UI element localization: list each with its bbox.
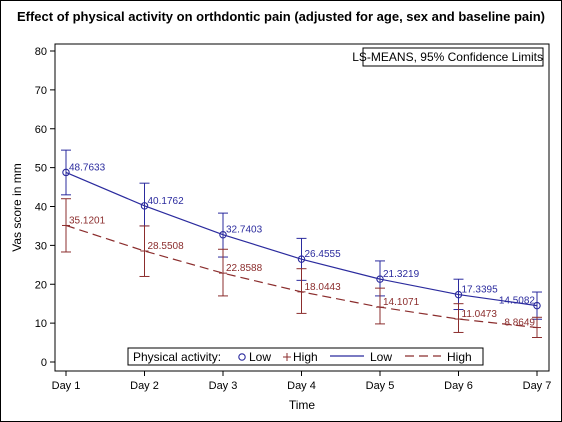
data-label: 8.8649 xyxy=(504,318,535,329)
y-axis-label: Vas score in mm xyxy=(10,163,24,251)
y-tick-label: 30 xyxy=(35,240,47,252)
series-high: 35.1201 28.5508 22.8588 18.0443 14.1071 11.04… xyxy=(61,198,542,339)
data-label: 14.1071 xyxy=(383,297,420,308)
data-label: 22.8588 xyxy=(226,263,263,274)
x-tick-label: Day 4 xyxy=(287,380,316,392)
annotation-text: LS-MEANS, 95% Confidence Limits xyxy=(352,50,543,64)
data-label: 40.1762 xyxy=(148,196,185,207)
x-tick-label: Day 7 xyxy=(523,380,552,392)
legend-label-high-marker: High xyxy=(293,350,318,364)
data-label: 32.7403 xyxy=(226,225,263,236)
y-tick-label: 60 xyxy=(35,124,47,136)
y-tick-label: 0 xyxy=(41,357,47,369)
y-tick-label: 10 xyxy=(35,318,47,330)
y-tick-label: 80 xyxy=(35,46,47,58)
y-tick-label: 40 xyxy=(35,202,47,214)
annotation-border xyxy=(362,47,544,67)
legend-title: Physical activity: xyxy=(133,350,221,364)
data-label: 21.3219 xyxy=(383,269,420,280)
legend-label-low-line: Low xyxy=(370,350,392,364)
legend: Physical activity: Low High Low High xyxy=(127,347,484,366)
data-label: 35.1201 xyxy=(69,215,106,226)
data-point xyxy=(297,255,306,263)
x-tick-label: Day 3 xyxy=(209,380,238,392)
y-tick-label: 20 xyxy=(35,279,47,291)
x-tick-label: Day 1 xyxy=(52,380,81,392)
legend-label-low-marker: Low xyxy=(249,350,271,364)
x-tick-label: Day 6 xyxy=(444,380,473,392)
y-tick-label: 70 xyxy=(35,85,47,97)
data-label: 48.7633 xyxy=(69,162,106,173)
data-label: 11.0473 xyxy=(462,309,498,320)
data-label: 17.3395 xyxy=(462,285,499,296)
data-point xyxy=(219,230,227,239)
data-label: 14.5082 xyxy=(499,296,536,307)
data-label: 28.5508 xyxy=(148,241,185,252)
x-axis-label: Time xyxy=(289,398,316,412)
data-point xyxy=(376,275,384,283)
data-point xyxy=(62,168,70,177)
chart-title: Effect of physical activity on orthdonti… xyxy=(16,9,546,24)
annotation-box: LS-MEANS, 95% Confidence Limits xyxy=(352,47,544,67)
series-layer: 48.7633 40.1762 32.7403 26.4555 21.3219 17.33… xyxy=(61,149,542,339)
legend-border xyxy=(127,347,484,366)
legend-label-high-line: High xyxy=(447,350,472,364)
data-point xyxy=(454,290,463,299)
data-label: 18.0443 xyxy=(305,282,342,293)
data-label: 26.4555 xyxy=(305,249,342,260)
y-tick-label: 50 xyxy=(35,163,47,175)
plot-area xyxy=(54,43,550,372)
data-point xyxy=(140,202,149,210)
legend-marker-low xyxy=(238,353,246,361)
axes: 0 10 20 30 40 50 60 70 80 Day 1 Day 2 Day 3 Day 4 Day… xyxy=(10,43,552,412)
x-tick-label: Day 2 xyxy=(130,380,159,392)
series-low: 48.7633 40.1762 32.7403 26.4555 21.3219 17.33… xyxy=(61,149,542,320)
x-tick-label: Day 5 xyxy=(366,380,395,392)
data-point xyxy=(533,301,541,310)
